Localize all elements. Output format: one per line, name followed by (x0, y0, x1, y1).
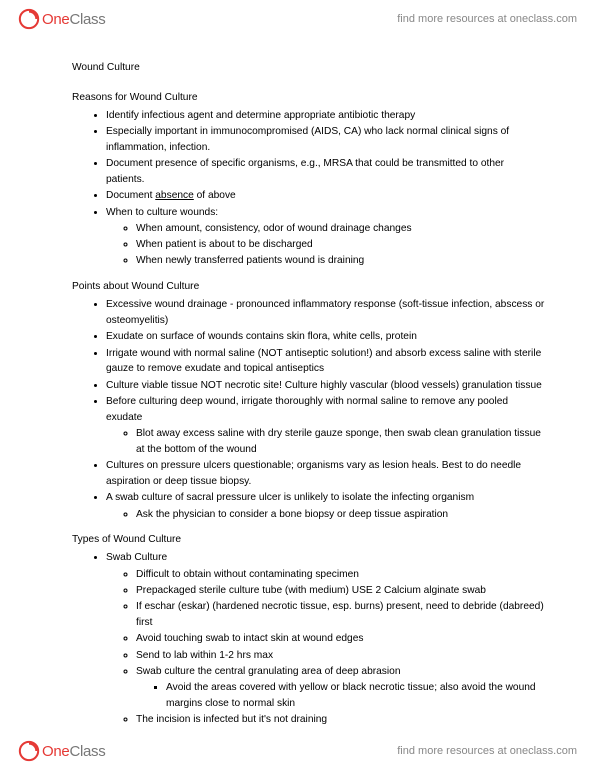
sub-list: Ask the physician to consider a bone bio… (106, 507, 545, 523)
list-item: When patient is about to be discharged (136, 237, 545, 253)
list-item: Document absence of above (106, 188, 545, 204)
list-item: Swab CultureDifficult to obtain without … (106, 550, 545, 728)
list-item: Document presence of specific organisms,… (106, 156, 545, 188)
list-item: Especially important in immunocompromise… (106, 124, 545, 156)
list-item: The incision is infected but it's not dr… (136, 712, 545, 728)
list-item: Before culturing deep wound, irrigate th… (106, 394, 545, 458)
list-item: When to culture wounds:When amount, cons… (106, 205, 545, 270)
bullet-list: Swab CultureDifficult to obtain without … (72, 550, 545, 728)
brand-name: OneClass (42, 11, 105, 28)
list-item: Send to lab within 1-2 hrs max (136, 648, 545, 664)
logo-icon (18, 740, 40, 762)
sub-list: When amount, consistency, odor of wound … (106, 221, 545, 269)
brand-class: Class (69, 11, 105, 28)
list-item: Culture viable tissue NOT necrotic site!… (106, 378, 545, 394)
brand-logo-footer: OneClass (18, 740, 105, 762)
list-item: Difficult to obtain without contaminatin… (136, 567, 545, 583)
section-heading: Points about Wound Culture (72, 279, 545, 295)
list-item: Swab culture the central granulating are… (136, 664, 545, 712)
sub-list: Blot away excess saline with dry sterile… (106, 426, 545, 458)
list-item: Cultures on pressure ulcers questionable… (106, 458, 545, 490)
list-item: Ask the physician to consider a bone bio… (136, 507, 545, 523)
bullet-list: Excessive wound drainage - pronounced in… (72, 297, 545, 522)
sub-sub-list: Avoid the areas covered with yellow or b… (136, 680, 545, 712)
list-item: A swab culture of sacral pressure ulcer … (106, 490, 545, 522)
list-item: When newly transferred patients wound is… (136, 253, 545, 269)
section-heading: Reasons for Wound Culture (72, 90, 545, 106)
list-item: Excessive wound drainage - pronounced in… (106, 297, 545, 329)
header-resource-link[interactable]: find more resources at oneclass.com (397, 13, 577, 25)
page-footer: OneClass find more resources at oneclass… (0, 732, 595, 770)
brand-name: OneClass (42, 743, 105, 760)
list-item: Avoid touching swab to intact skin at wo… (136, 631, 545, 647)
list-item: Exudate on surface of wounds contains sk… (106, 329, 545, 345)
document-body: Wound Culture Reasons for Wound Culture I… (72, 60, 545, 729)
list-item: When amount, consistency, odor of wound … (136, 221, 545, 237)
sub-list: Difficult to obtain without contaminatin… (106, 567, 545, 729)
page-header: OneClass find more resources at oneclass… (0, 0, 595, 38)
footer-resource-link[interactable]: find more resources at oneclass.com (397, 745, 577, 757)
brand-one: One (42, 11, 69, 28)
doc-title: Wound Culture (72, 60, 545, 76)
list-item: Irrigate wound with normal saline (NOT a… (106, 346, 545, 378)
list-item: Identify infectious agent and determine … (106, 108, 545, 124)
section-heading: Types of Wound Culture (72, 532, 545, 548)
bullet-list: Identify infectious agent and determine … (72, 108, 545, 270)
list-item: Prepackaged sterile culture tube (with m… (136, 583, 545, 599)
logo-icon (18, 8, 40, 30)
list-item: Blot away excess saline with dry sterile… (136, 426, 545, 458)
list-item: Avoid the areas covered with yellow or b… (166, 680, 545, 712)
list-item: If eschar (eskar) (hardened necrotic tis… (136, 599, 545, 631)
brand-logo: OneClass (18, 8, 105, 30)
